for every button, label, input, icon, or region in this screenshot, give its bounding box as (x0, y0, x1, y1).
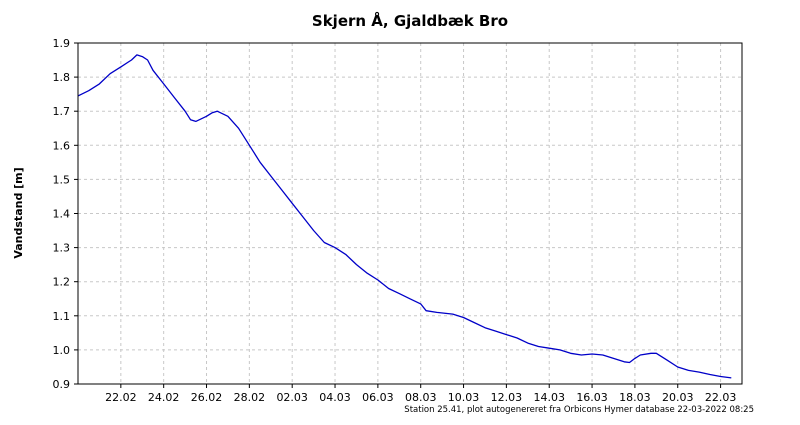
y-tick-label: 1.1 (53, 310, 71, 323)
y-tick-label: 1.3 (53, 242, 71, 255)
y-tick-label: 1.0 (53, 344, 71, 357)
x-tick-label: 04.03 (319, 391, 351, 404)
y-axis-ticks: 0.9 1.0 1.1 1.2 1.3 1.4 1.5 1.6 1.7 1.8 1.9 (53, 37, 78, 391)
chart-footer-note: Station 25.41, plot autogenereret fra Or… (404, 405, 754, 415)
y-tick-label: 1.2 (53, 276, 71, 289)
grid-lines (78, 43, 742, 384)
y-tick-label: 1.7 (53, 105, 71, 118)
x-axis-ticks: 22.02 24.02 26.02 28.02 02.03 04.03 06.03 08.03… (105, 384, 736, 404)
x-tick-label: 10.03 (448, 391, 480, 404)
x-tick-label: 12.03 (491, 391, 523, 404)
y-tick-label: 1.4 (53, 208, 71, 221)
x-tick-label: 28.02 (234, 391, 266, 404)
y-tick-label: 0.9 (53, 378, 71, 391)
chart-title: Skjern Å, Gjaldbæk Bro (312, 11, 508, 30)
y-tick-label: 1.9 (53, 37, 71, 50)
water-level-series-line (77, 54, 732, 379)
y-axis-label: Vandstand [m] (12, 167, 25, 258)
x-tick-label: 22.02 (105, 391, 137, 404)
plot-area-frame (77, 42, 743, 385)
x-tick-label: 18.03 (619, 391, 651, 404)
y-tick-label: 1.6 (53, 139, 71, 152)
x-tick-label: 02.03 (276, 391, 308, 404)
y-tick-label: 1.5 (53, 173, 71, 186)
x-tick-label: 06.03 (362, 391, 394, 404)
y-tick-label: 1.8 (53, 71, 71, 84)
x-tick-label: 16.03 (576, 391, 608, 404)
x-tick-label: 14.03 (533, 391, 565, 404)
x-tick-label: 24.02 (148, 391, 180, 404)
x-tick-label: 08.03 (405, 391, 437, 404)
x-tick-label: 20.03 (662, 391, 694, 404)
x-tick-label: 26.02 (191, 391, 223, 404)
x-tick-label: 22.03 (705, 391, 737, 404)
